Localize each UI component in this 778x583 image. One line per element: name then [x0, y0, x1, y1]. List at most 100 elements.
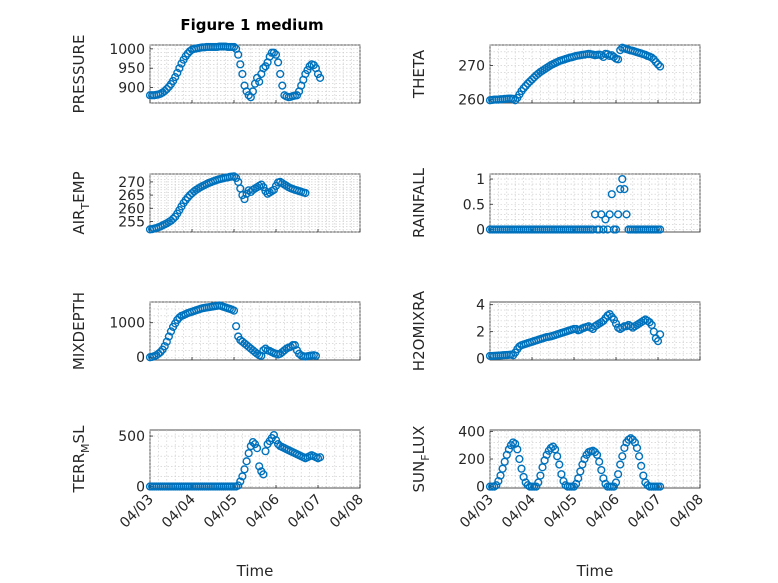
y-axis-label: SUNFLUX — [410, 426, 432, 493]
data-point — [653, 60, 663, 69]
y-tick-label: 255 — [118, 214, 145, 230]
y-tick-label: 1000 — [109, 42, 145, 58]
x-tick-label: 04/05 — [201, 492, 241, 532]
data-point — [521, 81, 530, 91]
data-point — [232, 322, 241, 331]
data-point — [527, 75, 537, 84]
data-point — [234, 481, 243, 490]
data-series — [145, 172, 310, 234]
data-point — [513, 445, 522, 454]
data-point — [595, 457, 604, 466]
x-axis-label: Time — [236, 562, 274, 580]
data-point — [519, 84, 528, 93]
grid-lines — [489, 173, 701, 232]
data-point — [244, 449, 253, 458]
x-tick-label: 04/08 — [327, 492, 367, 532]
data-point — [599, 225, 608, 234]
data-point — [559, 476, 568, 486]
data-point — [274, 58, 283, 67]
data-point — [242, 457, 251, 466]
subplot-1: 900 950 1000 PRESSURE — [70, 35, 361, 114]
data-point — [269, 185, 279, 194]
data-point — [555, 460, 564, 469]
data-series — [485, 434, 665, 491]
data-point — [259, 470, 268, 479]
data-point — [261, 344, 270, 353]
y-axis-label: MIXDEPTH — [70, 292, 88, 370]
data-point — [238, 190, 247, 200]
data-point — [634, 452, 644, 461]
data-point — [632, 443, 642, 453]
data-point — [613, 55, 623, 64]
grid-lines — [149, 430, 361, 488]
data-point — [536, 471, 545, 480]
data-point — [607, 190, 616, 199]
data-point — [532, 482, 541, 491]
data-point — [160, 342, 169, 351]
x-tick-label: 04/07 — [285, 492, 325, 532]
x-tick-label: 04/06 — [243, 491, 283, 531]
subplot-7: 0 500 04/03 04/04 04/05 04/06 04/07 04/08 Time TE… — [70, 425, 367, 580]
data-point — [492, 481, 501, 490]
data-point — [618, 174, 627, 184]
data-point — [620, 185, 629, 194]
data-point — [236, 60, 245, 69]
plot-frame — [489, 44, 701, 104]
y-tick-label: 0 — [136, 350, 145, 366]
data-point — [504, 445, 514, 454]
data-point — [175, 313, 184, 322]
y-tick-label: 4 — [476, 298, 485, 314]
data-point — [609, 315, 619, 324]
data-point — [601, 215, 610, 224]
data-point — [160, 86, 169, 96]
data-point — [613, 470, 623, 479]
data-point — [515, 454, 524, 464]
data-point — [253, 444, 262, 453]
data-point — [525, 77, 535, 86]
data-point — [553, 452, 562, 461]
data-point — [618, 452, 627, 461]
data-point — [248, 87, 258, 96]
y-tick-label: 500 — [118, 429, 145, 445]
data-point — [269, 430, 279, 440]
data-series — [485, 174, 665, 234]
y-tick-label: 0.5 — [463, 197, 485, 213]
data-point — [229, 306, 239, 315]
data-point — [259, 183, 268, 192]
x-tick-label: 04/08 — [667, 492, 707, 532]
data-point — [276, 69, 285, 79]
data-point — [278, 81, 287, 90]
y-tick-label: 270 — [118, 175, 145, 191]
x-tick-label: 04/05 — [541, 492, 581, 532]
x-tick-label: 04/03 — [457, 492, 497, 532]
figure-title: Figure 1 medium — [180, 16, 323, 34]
data-point — [173, 315, 182, 325]
subplot-6: 0 2 4 H2OMIXRA — [410, 290, 701, 371]
y-axis-label: RAINFALL — [410, 167, 428, 238]
y-tick-label: 950 — [118, 61, 145, 77]
data-point — [183, 193, 192, 202]
data-point — [316, 453, 325, 462]
x-tick-label: 04/07 — [625, 492, 665, 532]
data-point — [269, 48, 279, 57]
y-axis-label: PRESSURE — [70, 35, 88, 114]
data-point — [173, 68, 182, 77]
data-point — [595, 225, 604, 234]
data-point — [162, 337, 171, 346]
y-tick-label: 2 — [476, 325, 485, 341]
data-point — [616, 185, 625, 194]
subplot-5: 0 1000 MIXDEPTH — [70, 292, 361, 370]
data-point — [637, 461, 646, 471]
data-point — [580, 454, 589, 464]
y-tick-label: 0 — [476, 352, 485, 368]
data-series — [485, 310, 665, 361]
data-point — [655, 225, 665, 234]
data-series — [145, 301, 321, 362]
data-point — [238, 472, 247, 481]
data-series — [145, 430, 325, 491]
data-point — [164, 332, 174, 341]
data-point — [611, 478, 621, 487]
